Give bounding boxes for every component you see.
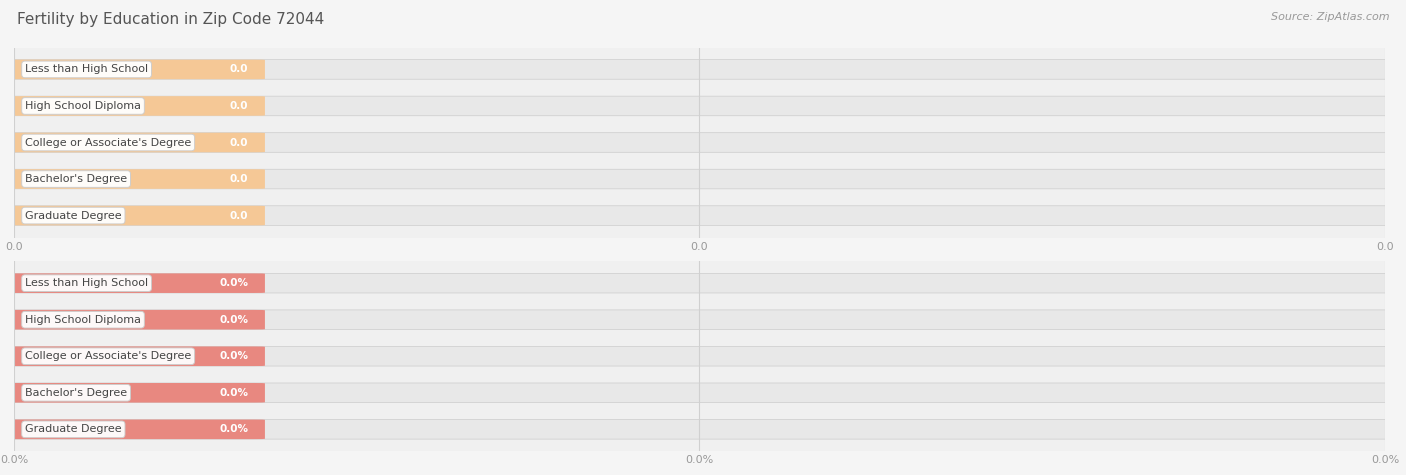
- Text: 0.0: 0.0: [231, 101, 249, 111]
- Text: College or Associate's Degree: College or Associate's Degree: [25, 137, 191, 148]
- Text: Less than High School: Less than High School: [25, 65, 148, 75]
- FancyBboxPatch shape: [3, 346, 264, 366]
- Text: 0.0%: 0.0%: [219, 278, 249, 288]
- FancyBboxPatch shape: [3, 310, 264, 330]
- Text: Fertility by Education in Zip Code 72044: Fertility by Education in Zip Code 72044: [17, 12, 325, 27]
- FancyBboxPatch shape: [3, 206, 264, 225]
- Text: Graduate Degree: Graduate Degree: [25, 424, 122, 434]
- FancyBboxPatch shape: [3, 206, 1396, 225]
- FancyBboxPatch shape: [3, 169, 264, 189]
- Text: Bachelor's Degree: Bachelor's Degree: [25, 388, 127, 398]
- Text: Source: ZipAtlas.com: Source: ZipAtlas.com: [1271, 12, 1389, 22]
- FancyBboxPatch shape: [3, 383, 1396, 403]
- FancyBboxPatch shape: [3, 274, 1396, 293]
- FancyBboxPatch shape: [3, 310, 1396, 330]
- FancyBboxPatch shape: [3, 419, 1396, 439]
- Text: Bachelor's Degree: Bachelor's Degree: [25, 174, 127, 184]
- FancyBboxPatch shape: [3, 133, 1396, 152]
- Text: 0.0%: 0.0%: [219, 351, 249, 361]
- FancyBboxPatch shape: [3, 346, 1396, 366]
- Text: 0.0%: 0.0%: [219, 388, 249, 398]
- FancyBboxPatch shape: [3, 274, 264, 293]
- FancyBboxPatch shape: [3, 96, 264, 116]
- Text: 0.0: 0.0: [231, 137, 249, 148]
- Text: High School Diploma: High School Diploma: [25, 315, 141, 325]
- FancyBboxPatch shape: [3, 169, 1396, 189]
- Text: 0.0%: 0.0%: [219, 424, 249, 434]
- Text: College or Associate's Degree: College or Associate's Degree: [25, 351, 191, 361]
- Text: 0.0%: 0.0%: [219, 315, 249, 325]
- FancyBboxPatch shape: [3, 419, 264, 439]
- FancyBboxPatch shape: [3, 60, 1396, 79]
- Text: High School Diploma: High School Diploma: [25, 101, 141, 111]
- FancyBboxPatch shape: [3, 96, 1396, 116]
- FancyBboxPatch shape: [3, 60, 264, 79]
- Text: Less than High School: Less than High School: [25, 278, 148, 288]
- FancyBboxPatch shape: [3, 383, 264, 403]
- Text: 0.0: 0.0: [231, 65, 249, 75]
- Text: 0.0: 0.0: [231, 174, 249, 184]
- Text: Graduate Degree: Graduate Degree: [25, 210, 122, 220]
- FancyBboxPatch shape: [3, 133, 264, 152]
- Text: 0.0: 0.0: [231, 210, 249, 220]
